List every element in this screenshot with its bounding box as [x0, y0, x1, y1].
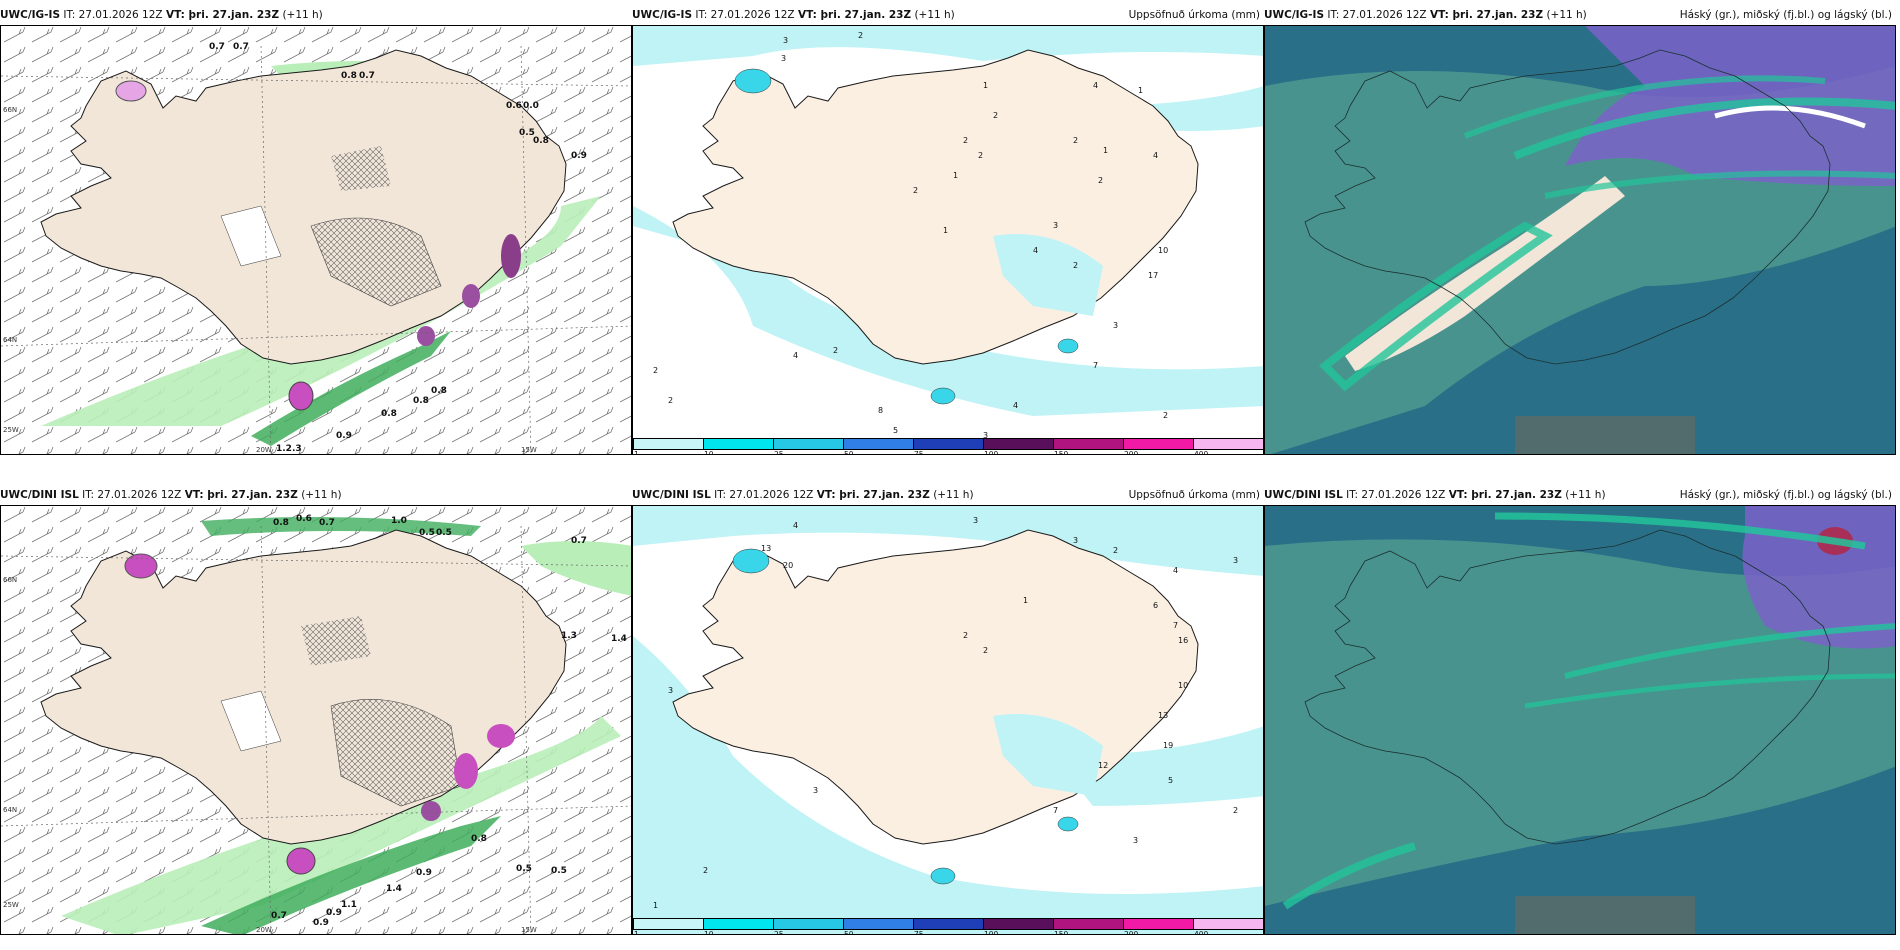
lead-time: (+11 h)	[933, 489, 974, 501]
panel-clouds-ig-is: UWC/IG-IS IT: 27.01.2026 12Z VT: þri. 27…	[1264, 5, 1896, 455]
legend-label: 50	[844, 450, 854, 455]
lat-label: 66N	[3, 106, 18, 114]
map-area[interactable]: 3 2 3 1 2 4 1 2 2 1 2 1 2 1 4 2 3 4 10 1…	[632, 25, 1264, 455]
run-label: UWC/DINI ISL	[1264, 489, 1343, 501]
legend-label: 75	[914, 930, 924, 935]
valid-time: VT: þri. 27.jan. 23Z	[1448, 489, 1562, 501]
legend-label: 1	[634, 450, 639, 455]
legend-label: 400	[1194, 930, 1209, 935]
legend-label: 25	[774, 930, 784, 935]
field-title: Uppsöfnuð úrkoma (mm)	[1128, 489, 1260, 501]
precip-legend: 1 10 25 50 75 100 150 200 400	[633, 918, 1263, 935]
legend-swatch	[983, 438, 1054, 450]
panel-wind-ig-is: UWC/IG-IS IT: 27.01.2026 12Z VT: þri. 27…	[0, 5, 632, 455]
valid-time: VT: þri. 27.jan. 23Z	[165, 9, 280, 21]
legend-swatch	[703, 918, 774, 930]
legend-label: 150	[1054, 450, 1069, 455]
valid-time: VT: þri. 27.jan. 23Z	[816, 489, 930, 501]
init-time: IT: 27.01.2026 12Z	[714, 489, 814, 501]
field-title: Háský (gr.), miðský (fj.bl.) og lágský (…	[1679, 9, 1892, 21]
legend-swatch	[703, 438, 774, 450]
field-title: Háský (gr.), miðský (fj.bl.) og lágský (…	[1679, 489, 1892, 501]
legend-swatch	[1123, 918, 1194, 930]
run-label: UWC/DINI ISL	[0, 489, 79, 501]
init-time: IT: 27.01.2026 12Z	[1327, 9, 1427, 21]
legend-label: 1	[634, 930, 639, 935]
run-label: UWC/DINI ISL	[632, 489, 711, 501]
legend-swatch	[633, 438, 704, 450]
valid-time: VT: þri. 27.jan. 23Z	[797, 9, 912, 21]
legend-label: 75	[914, 450, 924, 455]
legend-swatch	[913, 918, 984, 930]
lon-label: 15W	[521, 446, 537, 454]
panel-header: UWC/IG-IS IT: 27.01.2026 12Z VT: þri. 27…	[1264, 5, 1896, 25]
run-label: UWC/IG-IS	[632, 9, 693, 21]
map-area[interactable]: 66N 64N 25W 20W 15W 0.7 0.7 0.8 0.7 0.6 …	[0, 25, 632, 455]
valid-time: VT: þri. 27.jan. 23Z	[184, 489, 298, 501]
legend-swatch	[983, 918, 1054, 930]
lead-time: (+11 h)	[914, 9, 955, 21]
init-time: IT: 27.01.2026 12Z	[82, 489, 182, 501]
lead-time: (+11 h)	[1546, 9, 1587, 21]
legend-swatch	[633, 918, 704, 930]
legend-swatch	[1053, 438, 1124, 450]
panel-precip-dini: UWC/DINI ISL IT: 27.01.2026 12Z VT: þri.…	[632, 485, 1264, 935]
init-time: IT: 27.01.2026 12Z	[1346, 489, 1446, 501]
panel-header: UWC/IG-IS IT: 27.01.2026 12Z VT: þri. 27…	[632, 5, 1264, 25]
lon-label: 15W	[521, 926, 537, 934]
lat-label: 64N	[3, 336, 18, 344]
lon-label: 20W	[256, 446, 272, 454]
run-label: UWC/IG-IS	[0, 9, 61, 21]
lat-label: 64N	[3, 806, 18, 814]
map-area[interactable]	[1264, 505, 1896, 935]
legend-swatch	[773, 918, 844, 930]
legend-swatch	[1053, 918, 1124, 930]
legend-swatch	[1193, 438, 1263, 450]
lead-time: (+11 h)	[1565, 489, 1606, 501]
panel-header: UWC/DINI ISL IT: 27.01.2026 12Z VT: þri.…	[1264, 485, 1896, 505]
legend-label: 25	[774, 450, 784, 455]
map-area[interactable]: 66N 64N 25W 20W 15W 0.8 0.7 0.6 1.0 0.5 …	[0, 505, 632, 935]
panel-wind-dini: UWC/DINI ISL IT: 27.01.2026 12Z VT: þri.…	[0, 485, 632, 935]
panel-precip-ig-is: UWC/IG-IS IT: 27.01.2026 12Z VT: þri. 27…	[632, 5, 1264, 455]
legend-swatch	[1193, 918, 1263, 930]
legend-label: 50	[844, 930, 854, 935]
legend-label: 10	[704, 930, 714, 935]
legend-swatch	[773, 438, 844, 450]
lead-time: (+11 h)	[282, 9, 323, 21]
init-time: IT: 27.01.2026 12Z	[695, 9, 795, 21]
legend-label: 100	[984, 930, 999, 935]
lead-time: (+11 h)	[301, 489, 342, 501]
map-area[interactable]: 13 20 4 3 3 2 3 1 4 2 2 6 7 16 13 10 19 …	[632, 505, 1264, 935]
legend-label: 100	[984, 450, 999, 455]
legend-label: 200	[1124, 930, 1139, 935]
lat-label: 25W	[3, 901, 19, 909]
legend-swatch	[843, 438, 914, 450]
valid-time: VT: þri. 27.jan. 23Z	[1429, 9, 1544, 21]
lat-label: 25W	[3, 426, 19, 434]
legend-label: 400	[1194, 450, 1209, 455]
legend-swatch	[843, 918, 914, 930]
panel-header: UWC/DINI ISL IT: 27.01.2026 12Z VT: þri.…	[0, 485, 632, 505]
panel-clouds-dini: UWC/DINI ISL IT: 27.01.2026 12Z VT: þri.…	[1264, 485, 1896, 935]
legend-label: 150	[1054, 930, 1069, 935]
legend-swatch	[913, 438, 984, 450]
panel-header: UWC/IG-IS IT: 27.01.2026 12Z VT: þri. 27…	[0, 5, 632, 25]
legend-label: 10	[704, 450, 714, 455]
panel-header: UWC/DINI ISL IT: 27.01.2026 12Z VT: þri.…	[632, 485, 1264, 505]
field-title: Uppsöfnuð úrkoma (mm)	[1128, 9, 1260, 21]
run-label: UWC/IG-IS	[1264, 9, 1325, 21]
init-time: IT: 27.01.2026 12Z	[63, 9, 163, 21]
lat-label: 66N	[3, 576, 18, 584]
legend-label: 200	[1124, 450, 1139, 455]
map-area[interactable]	[1264, 25, 1896, 455]
legend-swatch	[1123, 438, 1194, 450]
precip-legend: 1 10 25 50 75 100 150 200 400	[633, 438, 1263, 455]
lon-label: 20W	[256, 926, 272, 934]
